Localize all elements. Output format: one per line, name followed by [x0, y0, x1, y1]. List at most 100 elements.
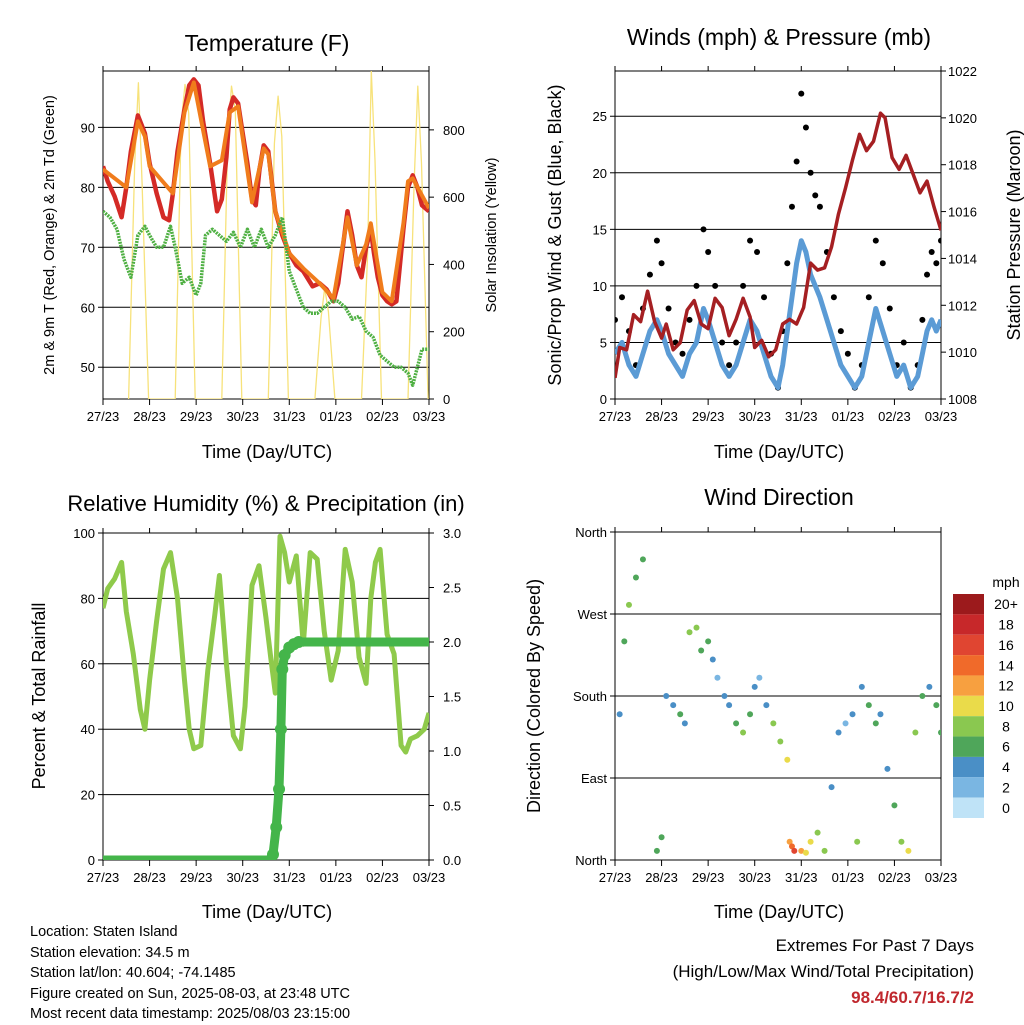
y-tick-label: West [578, 607, 608, 622]
gust-point [807, 169, 814, 176]
y-tick-label: 100 [73, 526, 95, 541]
x-tick-label: 31/23 [785, 409, 818, 424]
direction-point [693, 624, 700, 631]
y-tick-label: 70 [81, 240, 95, 255]
colorbar-label: 4 [1002, 759, 1010, 775]
y2-tick-label: 1016 [948, 205, 977, 220]
humidity-xlabel: Time (Day/UTC) [202, 902, 332, 922]
direction-point [872, 720, 879, 727]
gust-point [933, 260, 940, 267]
gust-point [798, 90, 805, 97]
direction-point [621, 638, 628, 645]
gust-point [844, 350, 851, 357]
direction-point [938, 729, 941, 736]
x-tick-label: 03/23 [413, 409, 446, 424]
colorbar-swatch [953, 756, 984, 778]
direction-point [814, 829, 821, 836]
y2-tick-label: 1008 [948, 392, 977, 407]
y2-tick-label: 800 [443, 123, 465, 138]
colorbar-label: 20+ [994, 596, 1018, 612]
direction-point [865, 702, 872, 709]
gust-point [615, 316, 618, 323]
humidity-panel: Relative Humidity (%) & Precipitation (i… [29, 491, 465, 922]
gust-point [900, 339, 907, 346]
y2-tick-label: 1018 [948, 158, 977, 173]
rainfall-point [270, 821, 283, 834]
direction-point [733, 720, 740, 727]
extremes-box: Extremes For Past 7 Days (High/Low/Max W… [673, 933, 974, 1011]
direction-point [858, 683, 865, 690]
temperature-ylabel-right: Solar Insolation (Yellow) [484, 157, 500, 312]
direction-point [777, 738, 784, 745]
winds-ylabel-left: Sonic/Prop Wind & Gust (Blue, Black) [545, 84, 565, 385]
direction-point [788, 843, 795, 850]
x-tick-label: 28/23 [133, 409, 166, 424]
gust-point [886, 305, 893, 312]
x-tick-label: 01/23 [320, 409, 353, 424]
x-tick-label: 03/23 [925, 409, 958, 424]
colorbar-swatch [953, 614, 984, 635]
gust-point [938, 237, 941, 244]
rainfall-point [292, 636, 305, 648]
x-tick-label: 02/23 [366, 870, 399, 885]
humidity-ylabel-left: Percent & Total Rainfall [29, 603, 49, 790]
direction-point [933, 702, 940, 709]
x-tick-label: 27/23 [87, 870, 120, 885]
rainfall-point [273, 783, 286, 796]
x-tick-label: 27/23 [599, 409, 632, 424]
x-tick-label: 28/23 [645, 870, 678, 885]
gust-point [830, 294, 837, 301]
temperature-xlabel: Time (Day/UTC) [202, 442, 332, 462]
y2-tick-label: 2.5 [443, 581, 461, 596]
gust-point [784, 260, 791, 267]
y-tick-label: 80 [81, 180, 95, 195]
gust-point [816, 203, 823, 210]
y-tick-label: 40 [81, 722, 95, 737]
pressure-line [615, 111, 941, 379]
series-group [103, 71, 429, 399]
winds-ylabel-right: Station Pressure (Maroon) [1004, 129, 1024, 340]
temperature-title: Temperature (F) [185, 30, 350, 56]
y2-tick-label: 1020 [948, 111, 977, 126]
gust-point [665, 305, 672, 312]
extremes-subtitle: (High/Low/Max Wind/Total Precipitation) [672, 962, 974, 981]
y2-tick-label: 1014 [948, 251, 977, 266]
direction-point [670, 702, 677, 709]
humidity-frame [102, 532, 430, 861]
gust-point [812, 192, 819, 199]
humidity-title: Relative Humidity (%) & Precipitation (i… [67, 491, 464, 516]
colorbar-swatch [953, 634, 984, 656]
extremes-values: 98.4/60.7/16.7/2 [851, 988, 974, 1007]
winds-xlabel: Time (Day/UTC) [714, 442, 844, 462]
winds-title: Winds (mph) & Pressure (mb) [627, 24, 931, 50]
x-tick-label: 29/23 [692, 870, 725, 885]
x-tick-label: 31/23 [273, 870, 306, 885]
gust-point [712, 282, 719, 289]
direction-point [798, 847, 805, 854]
recent-text: Most recent data timestamp: 2025/08/03 2… [30, 1006, 351, 1022]
gust-point [802, 124, 809, 131]
direction-point [821, 847, 828, 854]
direction-point [784, 756, 791, 763]
winds-frame [614, 70, 942, 400]
gust-point [865, 294, 872, 301]
gust-point [879, 260, 886, 267]
gust-point [700, 226, 707, 233]
direction-ylabel-left: Direction (Colored By Speed) [524, 579, 544, 813]
direction-point [905, 847, 912, 854]
x-tick-label: 28/23 [645, 409, 678, 424]
y-tick-label: 60 [81, 300, 95, 315]
direction-point [891, 802, 898, 809]
y-tick-label: 10 [593, 279, 607, 294]
y-tick-label: 15 [593, 222, 607, 237]
gust-point [618, 294, 625, 301]
y2-tick-label: 2.0 [443, 635, 461, 650]
y2-tick-label: 3.0 [443, 526, 461, 541]
direction-point [898, 838, 905, 845]
direction-point [828, 784, 835, 791]
extremes-title: Extremes For Past 7 Days [775, 936, 974, 955]
rainfall-point [274, 723, 287, 736]
direction-point [747, 711, 754, 718]
temp9m-line [103, 80, 429, 304]
gust-point [658, 260, 665, 267]
